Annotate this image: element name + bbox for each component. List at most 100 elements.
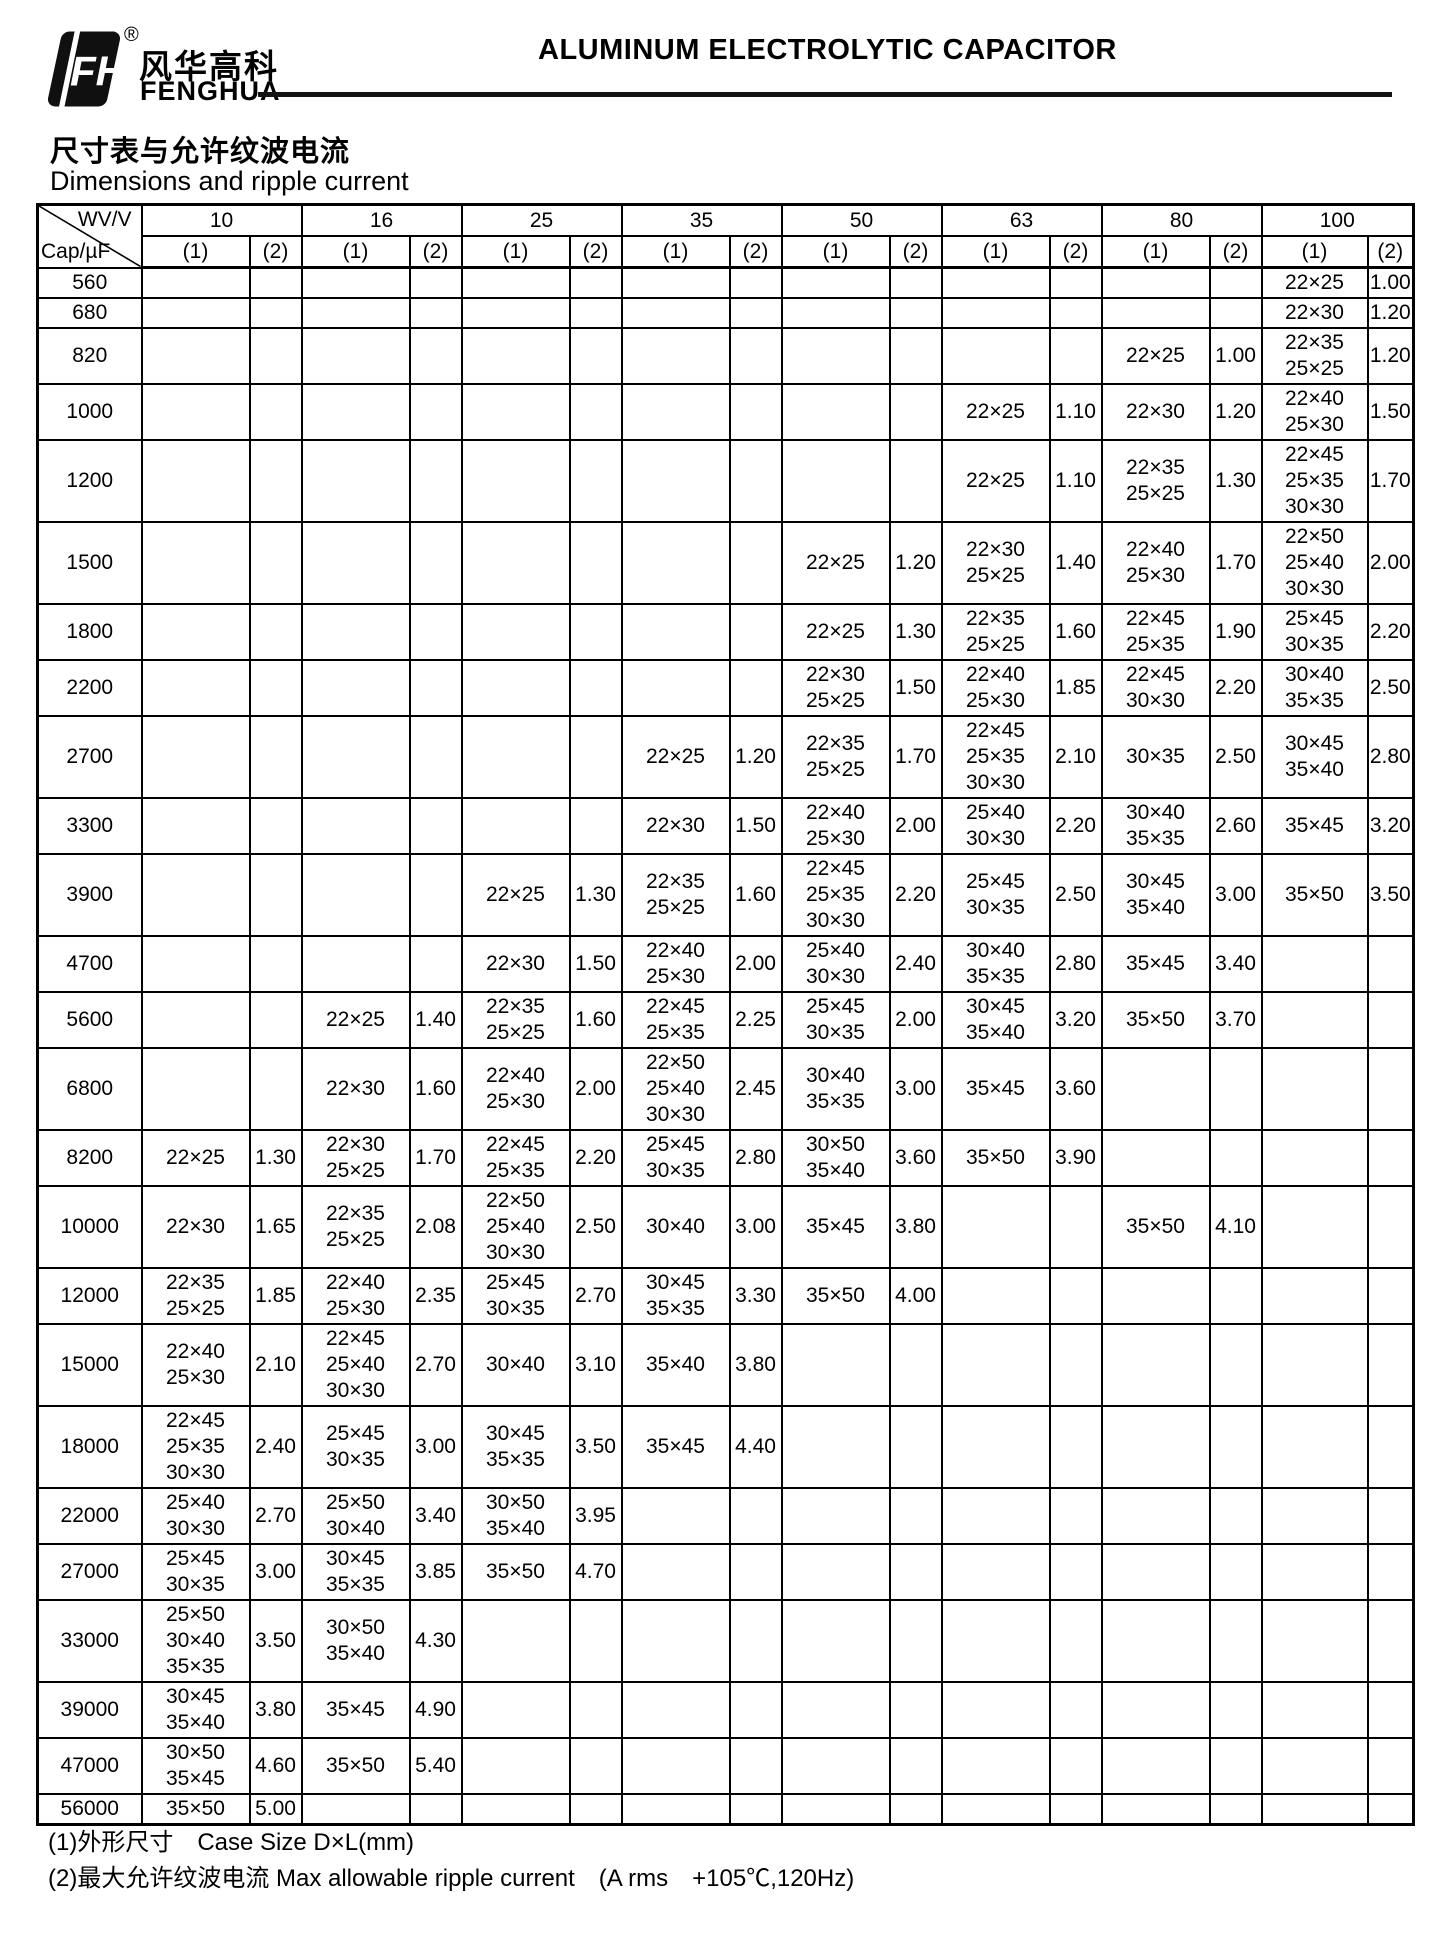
subheader-25-2: (2) [568,235,623,269]
case-size-cell: 30×45 35×40 [140,1681,251,1739]
table-row: 33000 25×50 30×40 35×35 3.50 30×50 35×40 4.3… [36,1599,1415,1683]
table-row: 680 22×30 1.20 [36,297,1415,329]
ripple-current-cell: 3.00 [408,1405,463,1489]
ripple-current-cell: 3.00 [1208,853,1263,937]
case-size-cell: 22×25 [780,603,891,661]
ripple-current-cell: 4.00 [888,1267,943,1325]
ripple-current-cell [568,797,623,855]
case-size-cell [300,935,411,993]
document-title: ALUMINUM ELECTROLYTIC CAPACITOR [538,34,1117,66]
table-row: 12000 22×35 25×25 1.85 22×40 25×30 2.35 25×45… [36,1267,1415,1325]
ripple-current-cell: 2.80 [1366,715,1415,799]
case-size-cell: 35×45 [1100,935,1211,993]
case-size-cell [1260,1323,1369,1407]
ripple-current-cell [1366,1405,1415,1489]
case-size-cell: 25×40 30×30 [940,797,1051,855]
case-size-cell [780,1681,891,1739]
case-size-cell: 22×30 [460,935,571,993]
case-size-cell [940,1599,1051,1683]
ripple-current-cell [568,266,623,299]
cap-row-label: 820 [36,327,143,385]
ripple-current-cell: 3.20 [1048,991,1103,1049]
table-row: 1800 22×25 1.30 22×35 25×25 1.60 22×45 25×35 1… [36,603,1415,661]
case-size-cell: 22×30 25×25 [300,1129,411,1187]
case-size-cell [620,659,731,717]
ripple-current-cell: 2.10 [248,1323,303,1407]
case-size-cell: 35×45 [300,1681,411,1739]
case-size-cell [300,853,411,937]
ripple-current-cell: 2.40 [248,1405,303,1489]
subheader-35-2: (2) [728,235,783,269]
case-size-cell [780,1737,891,1795]
case-size-cell [1100,1323,1211,1407]
cap-row-label: 15000 [36,1323,143,1407]
ripple-current-cell [728,327,783,385]
ripple-current-cell [728,1793,783,1826]
ripple-current-cell [888,1737,943,1795]
ripple-current-cell: 1.20 [1208,383,1263,441]
diagonal-divider [39,206,141,267]
ripple-current-cell: 3.80 [728,1323,783,1407]
case-size-cell [140,603,251,661]
case-size-cell: 22×45 25×35 [1100,603,1211,661]
case-size-cell: 22×45 30×30 [1100,659,1211,717]
table-row: 1000 22×25 1.10 22×30 1.20 22×40 25×30 1.50 [36,383,1415,441]
ripple-current-cell [248,659,303,717]
case-size-cell: 22×25 [300,991,411,1049]
case-size-cell [140,521,251,605]
ripple-current-cell [1048,1737,1103,1795]
case-size-cell [620,521,731,605]
subheader-50-1: (1) [780,235,891,269]
case-size-cell [620,1793,731,1826]
case-size-cell: 22×30 25×25 [780,659,891,717]
case-size-cell [1260,1487,1369,1545]
case-size-cell [940,297,1051,329]
case-size-cell: 30×40 35×35 [1100,797,1211,855]
wv-v-label: WV/V [77,208,132,231]
cap-row-label: 2700 [36,715,143,799]
ripple-current-cell: 2.00 [568,1047,623,1131]
ripple-current-cell: 1.85 [1048,659,1103,717]
case-size-cell [460,439,571,523]
case-size-cell: 35×45 [1260,797,1369,855]
ripple-current-cell: 4.30 [408,1599,463,1683]
case-size-cell [1260,1543,1369,1601]
ripple-current-cell: 1.10 [1048,439,1103,523]
cap-row-label: 6800 [36,1047,143,1131]
table-row: 820 22×25 1.00 22×35 25×25 1.20 [36,327,1415,385]
ripple-current-cell [248,383,303,441]
case-size-cell [460,521,571,605]
ripple-current-cell [1366,1487,1415,1545]
ripple-current-cell: 2.50 [568,1185,623,1269]
ripple-current-cell: 1.50 [1366,383,1415,441]
ripple-current-cell: 4.90 [408,1681,463,1739]
ripple-current-cell [408,603,463,661]
ripple-current-cell [1048,1793,1103,1826]
ripple-current-cell [1208,1543,1263,1601]
ripple-current-cell [1048,1681,1103,1739]
case-size-cell [1260,935,1369,993]
table-row: 27000 25×45 30×35 3.00 30×45 35×35 3.85 35×50… [36,1543,1415,1601]
case-size-cell [1100,1267,1211,1325]
ripple-current-cell [1366,991,1415,1049]
case-size-cell: 30×50 35×45 [140,1737,251,1795]
case-size-cell [780,297,891,329]
ripple-current-cell: 3.90 [1048,1129,1103,1187]
case-size-cell [460,327,571,385]
subheader-10-2: (2) [248,235,303,269]
case-size-cell [1260,1599,1369,1683]
ripple-current-cell: 3.85 [408,1543,463,1601]
ripple-current-cell: 1.70 [408,1129,463,1187]
ripple-current-cell [568,521,623,605]
case-size-cell [1100,1405,1211,1489]
ripple-current-cell [408,297,463,329]
case-size-cell: 22×40 25×30 [300,1267,411,1325]
case-size-cell: 25×45 30×35 [1260,603,1369,661]
case-size-cell: 30×45 35×40 [1260,715,1369,799]
ripple-current-cell [888,297,943,329]
case-size-cell [940,1681,1051,1739]
case-size-cell: 22×45 25×35 30×30 [140,1405,251,1489]
case-size-cell [940,1323,1051,1407]
case-size-cell: 22×30 [1260,297,1369,329]
